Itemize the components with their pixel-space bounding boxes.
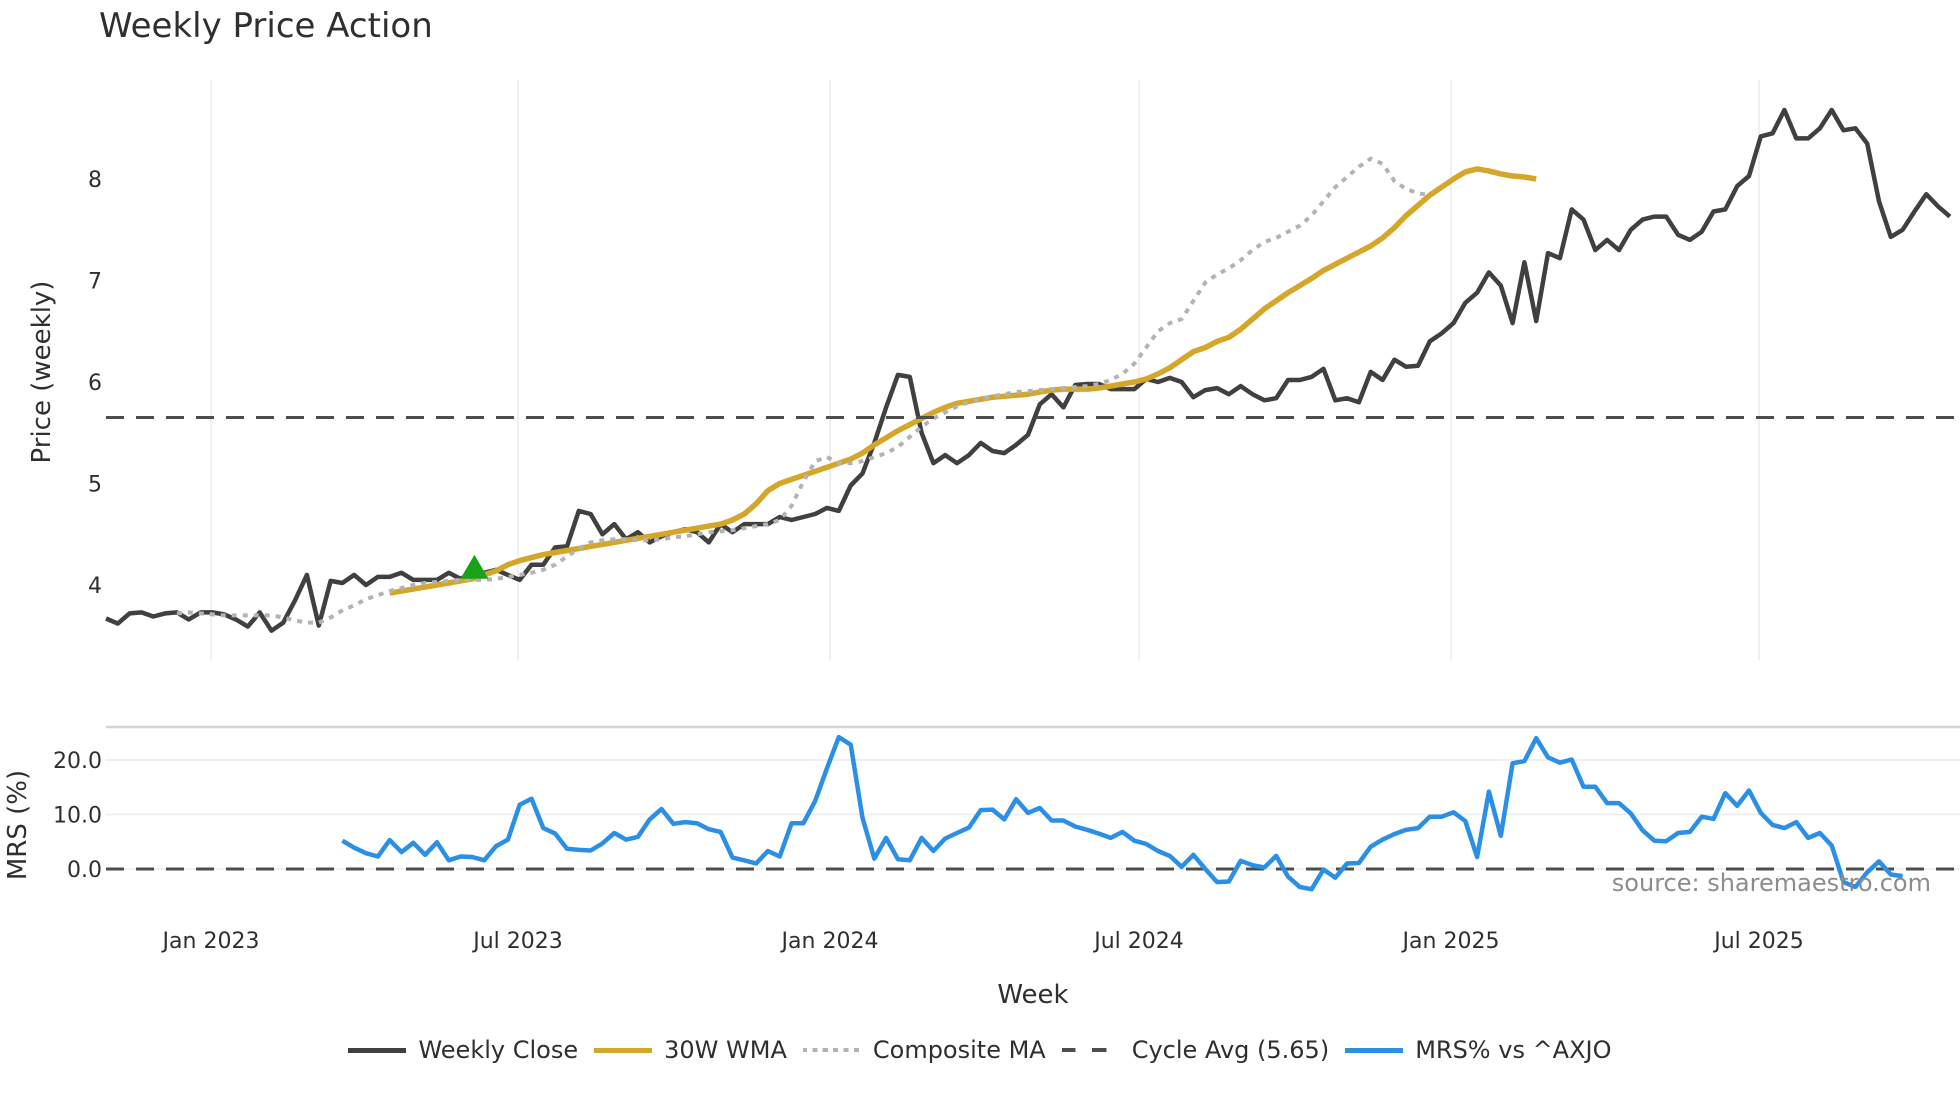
x-tick-label: Jul 2025 (1712, 929, 1804, 954)
legend-label: Cycle Avg (5.65) (1131, 1036, 1330, 1064)
x-axis-ticks: Jan 2023 Jul 2023 Jan 2024 Jul 2024 Jan 2025… (161, 929, 1804, 954)
x-tick-label: Jul 2023 (471, 929, 563, 954)
legend-label: 30W WMA (664, 1036, 787, 1064)
x-tick-label: Jan 2023 (161, 929, 260, 954)
chart-title: Weekly Price Action (99, 6, 433, 46)
mrs-horizontal-gridlines (106, 759, 1960, 870)
price-y-tick-label: 7 (88, 270, 102, 295)
mrs-y-axis-label: MRS (%) (3, 770, 33, 880)
price-y-axis-label: Price (weekly) (27, 281, 57, 464)
x-tick-label: Jan 2024 (780, 929, 879, 954)
legend-label: Weekly Close (418, 1036, 579, 1064)
x-tick-label: Jan 2025 (1401, 929, 1500, 954)
x-axis-label: Week (997, 980, 1068, 1010)
price-y-tick-label: 4 (88, 574, 102, 599)
source-watermark: source: sharemaestro.com (1612, 869, 1931, 897)
vertical-gridlines (210, 80, 1760, 660)
mrs-vs-axjo-line (341, 734, 1903, 892)
legend-item[interactable]: Composite MA (802, 1036, 1046, 1064)
price-y-tick-label: 8 (88, 168, 102, 193)
legend-item[interactable]: 30W WMA (594, 1036, 787, 1064)
buy-signal-triangle-icon (460, 554, 489, 579)
mrs-y-ticks: 0.0 10.0 20.0 (53, 749, 102, 883)
legend-swatch-icon (594, 1047, 653, 1053)
legend-swatch-icon (802, 1048, 861, 1052)
composite-ma-line (176, 156, 1431, 625)
legend-swatch-icon (348, 1047, 407, 1053)
legend-item[interactable]: Cycle Avg (5.65) (1061, 1036, 1330, 1064)
mrs-y-tick-label: 10.0 (53, 804, 102, 829)
mrs-y-tick-label: 20.0 (53, 749, 102, 774)
30w-wma-line (389, 166, 1537, 596)
legend-swatch-icon (1345, 1047, 1404, 1053)
legend-label: Composite MA (872, 1036, 1046, 1064)
price-y-tick-label: 6 (88, 371, 102, 396)
price-y-tick-label: 5 (88, 473, 102, 498)
legend-item[interactable]: MRS% vs ^AXJO (1345, 1036, 1612, 1064)
legend-label: MRS% vs ^AXJO (1415, 1036, 1612, 1064)
legend-item[interactable]: Weekly Close (348, 1036, 578, 1064)
legend: Weekly Close 30W WMA Composite MA Cycle Avg… (0, 1036, 1960, 1064)
x-tick-label: Jul 2024 (1092, 929, 1184, 954)
series-layer (105, 107, 1960, 892)
price-y-ticks: 4 5 6 7 8 (88, 168, 102, 599)
weekly-close-line (105, 107, 1952, 633)
mrs-y-tick-label: 0.0 (67, 858, 102, 883)
legend-swatch-icon (1061, 1048, 1120, 1052)
